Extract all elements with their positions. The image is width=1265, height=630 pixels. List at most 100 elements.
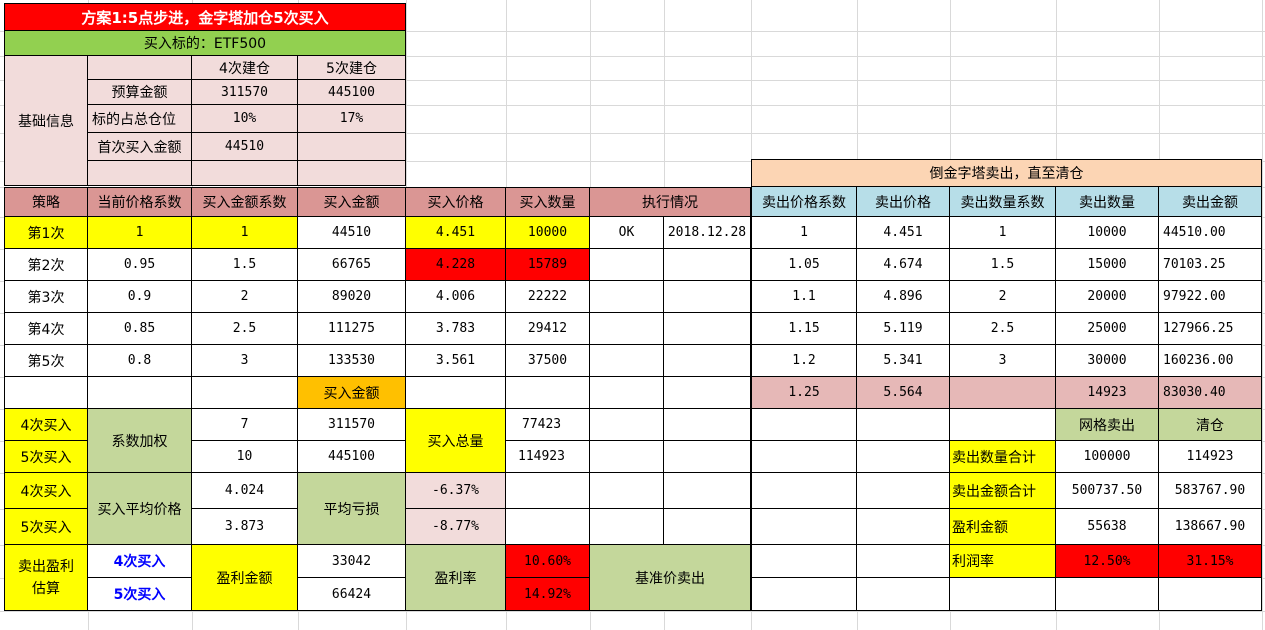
extra-sell-price[interactable]: 5.564 xyxy=(857,377,950,409)
avg-blank-1[interactable] xyxy=(506,473,590,509)
total-qty-label[interactable]: 买入总量 xyxy=(406,409,506,473)
avg-blank-2[interactable] xyxy=(506,509,590,545)
extra-blank-1[interactable] xyxy=(4,377,88,409)
profit-5[interactable]: 66424 xyxy=(298,578,406,611)
avg-loss-label[interactable]: 平均亏损 xyxy=(298,473,406,545)
rs-blank-7[interactable] xyxy=(857,473,950,509)
rs-blank-8[interactable] xyxy=(751,509,857,545)
first-buy-label[interactable]: 首次买入金额 xyxy=(88,133,192,161)
profit-rate-5[interactable]: 14.92% xyxy=(506,578,590,611)
sheet-title[interactable]: 方案1:5点步进，金字塔加仓5次买入 xyxy=(4,3,406,31)
row-sell-qty[interactable]: 20000 xyxy=(1056,281,1159,313)
rs-blank-13[interactable] xyxy=(857,578,950,611)
row-buy-price[interactable]: 3.783 xyxy=(406,313,506,345)
rs-blank-14[interactable] xyxy=(950,578,1056,611)
avg-loss-5[interactable]: -8.77% xyxy=(406,509,506,545)
rs-blank-2[interactable] xyxy=(857,409,950,441)
sum-blank-b1[interactable] xyxy=(590,441,664,473)
sum-buy4-a[interactable]: 4次买入 xyxy=(4,409,88,441)
avg-blank-4[interactable] xyxy=(664,473,751,509)
row-status[interactable] xyxy=(590,313,664,345)
header-sell-qty-coef[interactable]: 卖出数量系数 xyxy=(950,187,1056,217)
row-price-coef[interactable]: 0.85 xyxy=(88,313,192,345)
rs-blank-12[interactable] xyxy=(751,578,857,611)
row-sell-price[interactable]: 4.896 xyxy=(857,281,950,313)
first-buy-5[interactable] xyxy=(298,133,406,161)
margin-grid[interactable]: 12.50% xyxy=(1056,545,1159,578)
row-amount-coef[interactable]: 1.5 xyxy=(192,249,298,281)
row-date[interactable] xyxy=(664,249,751,281)
avg-price-4[interactable]: 4.024 xyxy=(192,473,298,509)
rs-blank-9[interactable] xyxy=(857,509,950,545)
row-sell-price[interactable]: 4.451 xyxy=(857,217,950,249)
avg-blank-5[interactable] xyxy=(590,509,664,545)
header-sell-amount[interactable]: 卖出金额 xyxy=(1159,187,1262,217)
first-buy-4[interactable]: 44510 xyxy=(192,133,298,161)
row-status[interactable]: OK xyxy=(590,217,664,249)
row-sell-coef[interactable]: 1.2 xyxy=(751,345,857,377)
row-sell-amount[interactable]: 97922.00 xyxy=(1159,281,1262,313)
rs-blank-11[interactable] xyxy=(857,545,950,578)
header-buy-price[interactable]: 买入价格 xyxy=(406,187,506,217)
profit-sum-label[interactable]: 盈利金额 xyxy=(950,509,1056,545)
header-strategy[interactable]: 策略 xyxy=(4,187,88,217)
info-blank-a[interactable] xyxy=(88,161,192,186)
row-sell-coef[interactable]: 1.1 xyxy=(751,281,857,313)
row-sell-qty[interactable]: 15000 xyxy=(1056,249,1159,281)
extra-buy-amount-label[interactable]: 买入金额 xyxy=(298,377,406,409)
info-col-4[interactable]: 4次建仓 xyxy=(192,56,298,80)
position-4[interactable]: 10% xyxy=(192,105,298,133)
total-qty-5[interactable]: 114923 xyxy=(506,441,590,473)
sum-buy5-b[interactable]: 5次买入 xyxy=(4,509,88,545)
sell-profit-label[interactable]: 卖出盈利估算 xyxy=(4,545,88,611)
row-name[interactable]: 第1次 xyxy=(4,217,88,249)
row-amount-coef[interactable]: 2.5 xyxy=(192,313,298,345)
rs-blank-3[interactable] xyxy=(950,409,1056,441)
profit-buy4[interactable]: 4次买入 xyxy=(88,545,192,578)
row-sell-price[interactable]: 4.674 xyxy=(857,249,950,281)
row-buy-amount[interactable]: 44510 xyxy=(298,217,406,249)
row-sell-amount[interactable]: 70103.25 xyxy=(1159,249,1262,281)
extra-sell-qty[interactable]: 14923 xyxy=(1056,377,1159,409)
row-sell-qty[interactable]: 10000 xyxy=(1056,217,1159,249)
row-buy-price[interactable]: 4.228 xyxy=(406,249,506,281)
row-amount-coef[interactable]: 2 xyxy=(192,281,298,313)
row-amount-coef[interactable]: 1 xyxy=(192,217,298,249)
row-date[interactable] xyxy=(664,281,751,313)
profit-sum-clear[interactable]: 138667.90 xyxy=(1159,509,1262,545)
row-sell-coef[interactable]: 1.15 xyxy=(751,313,857,345)
sum-buy4-b[interactable]: 4次买入 xyxy=(4,473,88,509)
row-sell-price[interactable]: 5.119 xyxy=(857,313,950,345)
budget-5[interactable]: 445100 xyxy=(298,80,406,105)
avg-loss-4[interactable]: -6.37% xyxy=(406,473,506,509)
avg-price-label[interactable]: 买入平均价格 xyxy=(88,473,192,545)
row-buy-price[interactable]: 4.006 xyxy=(406,281,506,313)
row-status[interactable] xyxy=(590,345,664,377)
row-buy-price[interactable]: 3.561 xyxy=(406,345,506,377)
profit-sum-grid[interactable]: 55638 xyxy=(1056,509,1159,545)
row-name[interactable]: 第2次 xyxy=(4,249,88,281)
row-buy-qty[interactable]: 10000 xyxy=(506,217,590,249)
row-sell-amount[interactable]: 160236.00 xyxy=(1159,345,1262,377)
row-sell-qcoef[interactable]: 2 xyxy=(950,281,1056,313)
row-status[interactable] xyxy=(590,281,664,313)
extra-sell-amount[interactable]: 83030.40 xyxy=(1159,377,1262,409)
row-buy-qty[interactable]: 37500 xyxy=(506,345,590,377)
row-price-coef[interactable]: 1 xyxy=(88,217,192,249)
extra-blank-2[interactable] xyxy=(88,377,192,409)
total-5[interactable]: 445100 xyxy=(298,441,406,473)
row-buy-qty[interactable]: 22222 xyxy=(506,281,590,313)
row-sell-qty[interactable]: 25000 xyxy=(1056,313,1159,345)
row-sell-coef[interactable]: 1 xyxy=(751,217,857,249)
extra-blank-3[interactable] xyxy=(192,377,298,409)
position-5[interactable]: 17% xyxy=(298,105,406,133)
row-buy-qty[interactable]: 15789 xyxy=(506,249,590,281)
row-buy-amount[interactable]: 133530 xyxy=(298,345,406,377)
row-price-coef[interactable]: 0.8 xyxy=(88,345,192,377)
row-sell-qcoef[interactable]: 3 xyxy=(950,345,1056,377)
row-name[interactable]: 第3次 xyxy=(4,281,88,313)
row-sell-qcoef[interactable]: 1.5 xyxy=(950,249,1056,281)
extra-sell-qcoef[interactable] xyxy=(950,377,1056,409)
profit-rate-4[interactable]: 10.60% xyxy=(506,545,590,578)
row-buy-price[interactable]: 4.451 xyxy=(406,217,506,249)
